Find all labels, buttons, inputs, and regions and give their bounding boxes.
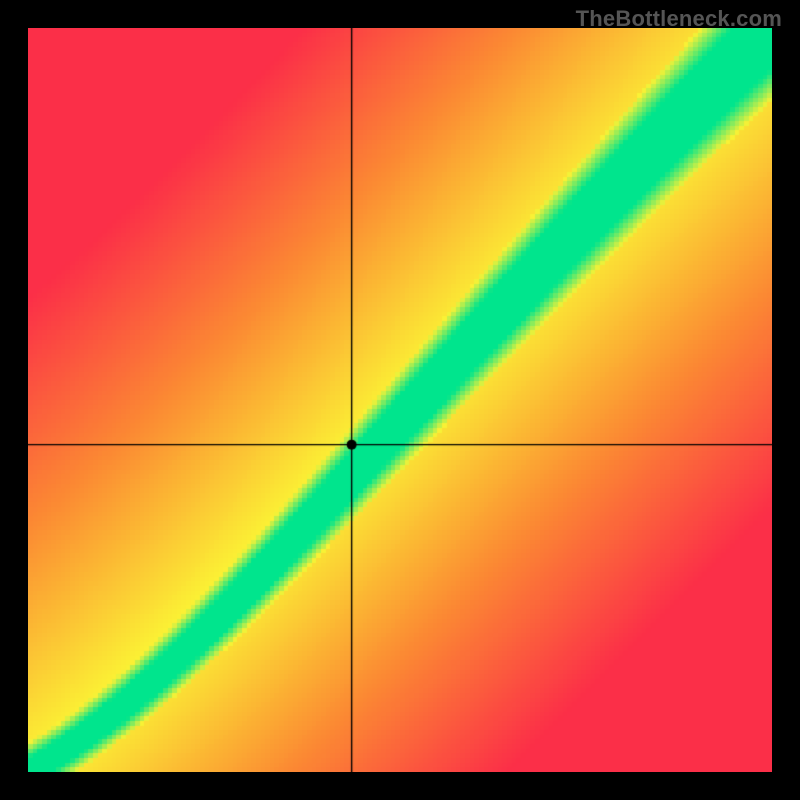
watermark-text: TheBottleneck.com (576, 6, 782, 32)
plot-frame (0, 0, 800, 800)
bottleneck-heatmap (28, 28, 772, 772)
